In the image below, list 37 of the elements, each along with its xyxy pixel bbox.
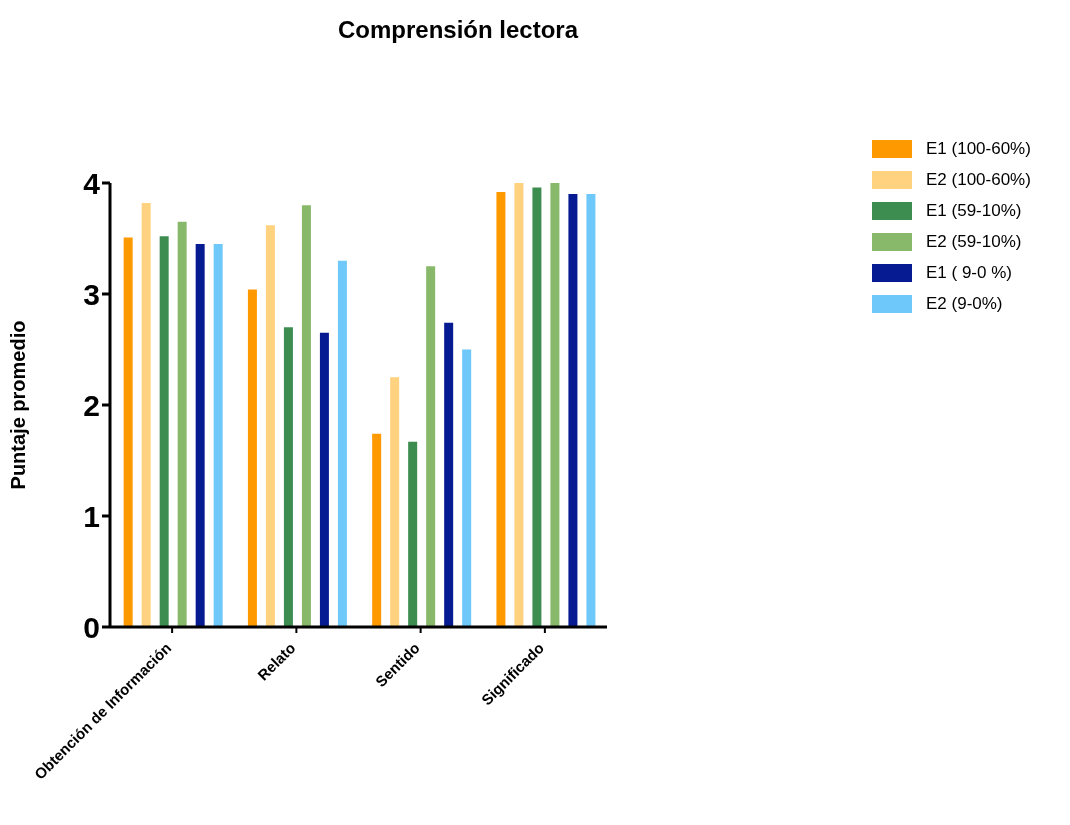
legend-label: E1 (59-10%) <box>926 200 1022 221</box>
y-tick-label: 1 <box>83 499 100 533</box>
bar <box>265 225 275 627</box>
bar <box>426 266 436 627</box>
bar <box>462 349 472 627</box>
bar <box>532 187 542 627</box>
bar <box>141 202 151 627</box>
y-tick-label: 0 <box>83 610 100 644</box>
bar <box>514 183 524 627</box>
bar <box>586 194 596 627</box>
bar <box>550 183 560 627</box>
chart-title: Comprensión lectora <box>336 16 580 44</box>
y-tick-label: 4 <box>83 166 101 200</box>
bar <box>319 332 329 627</box>
legend-label: E2 (59-10%) <box>926 231 1022 252</box>
legend-label: E2 (100-60%) <box>926 169 1031 190</box>
bar <box>177 221 187 627</box>
bar <box>247 289 257 627</box>
bar <box>568 194 578 627</box>
bar <box>301 205 311 627</box>
bar <box>123 237 133 627</box>
bar <box>444 322 454 627</box>
bar <box>283 327 293 627</box>
bar <box>496 191 506 627</box>
bar <box>408 441 418 627</box>
bar <box>390 377 400 627</box>
bar <box>195 244 205 627</box>
y-tick-label: 3 <box>83 277 100 311</box>
bar <box>337 260 347 627</box>
legend-label: E1 (100-60%) <box>926 138 1031 159</box>
legend-label: E1 ( 9-0 %) <box>926 262 1012 283</box>
y-axis-title: Puntaje promedio <box>7 320 30 490</box>
legend-label: E2 (9-0%) <box>926 293 1003 314</box>
bar <box>372 433 382 627</box>
y-tick-label: 2 <box>83 388 100 422</box>
bar <box>159 236 169 627</box>
bar <box>213 244 223 627</box>
